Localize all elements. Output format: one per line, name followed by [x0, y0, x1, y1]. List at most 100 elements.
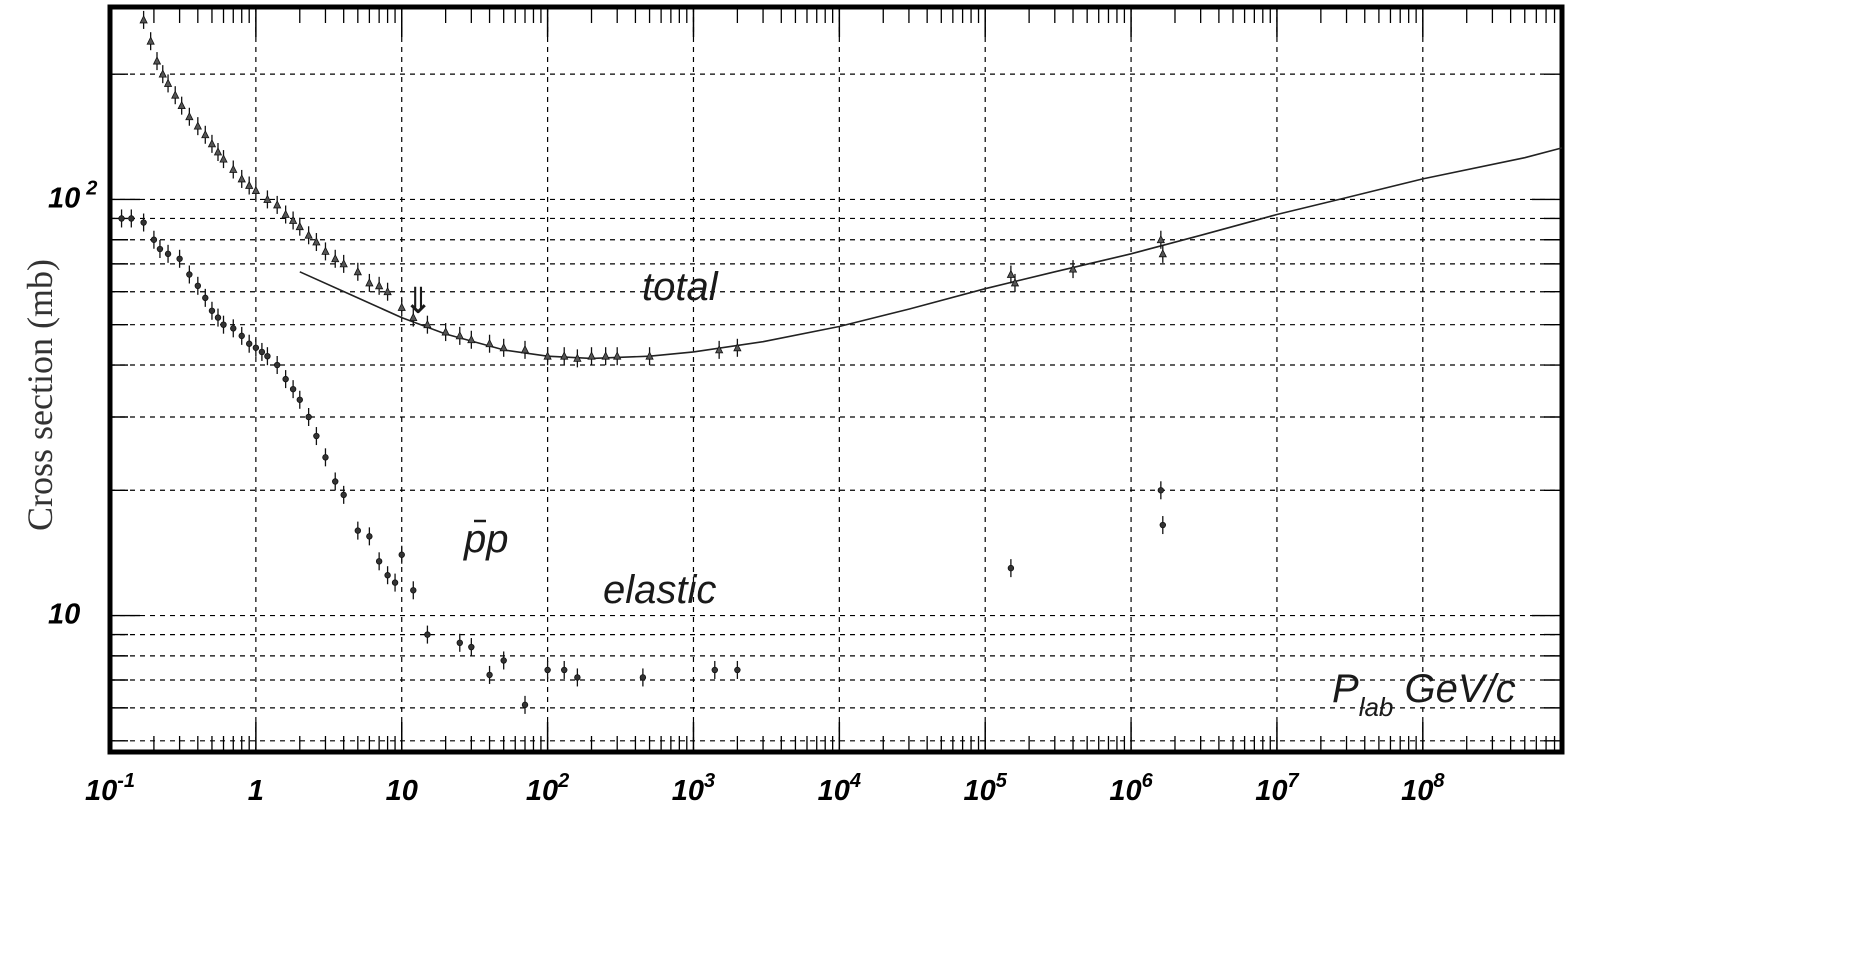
total-point: [587, 351, 596, 360]
total-point: [304, 230, 313, 239]
total-point: [312, 237, 321, 246]
x-tick-base: 10: [526, 775, 558, 807]
elastic-point: [574, 674, 581, 681]
x-tick-base: 10: [1109, 775, 1141, 807]
elastic-point: [289, 385, 297, 393]
x-tick-base: 10: [386, 775, 418, 807]
total-point: [733, 342, 742, 352]
total-point: [485, 338, 494, 348]
elastic-point: [322, 454, 329, 461]
grid-lines: [109, 7, 1562, 752]
total-point: [601, 351, 610, 360]
elastic-point: [486, 671, 493, 679]
elastic-point: [194, 282, 202, 290]
total-point: [520, 344, 530, 354]
elastic-point: [1007, 564, 1015, 572]
total-point: [1156, 234, 1165, 244]
y-tick-exponent: 2: [85, 177, 97, 199]
total-point: [543, 351, 552, 360]
elastic-point: [140, 219, 147, 226]
elastic-point: [164, 250, 172, 258]
total-point: [229, 164, 238, 173]
total-point: [207, 138, 217, 148]
total-point: [201, 129, 210, 139]
total-point: [185, 111, 194, 121]
total-point: [560, 351, 569, 360]
annotation-total: total: [642, 265, 719, 309]
elastic-point: [208, 307, 216, 314]
x-tick-base: 10: [818, 775, 850, 807]
x-tick-label: 1: [248, 775, 264, 807]
total-point: [467, 334, 476, 344]
total-point: [273, 200, 282, 209]
x-tick-exponent: 3: [704, 770, 715, 792]
x-tick-label: 104: [818, 770, 861, 807]
x-tick-base: 10: [1401, 775, 1433, 807]
total-point: [213, 147, 223, 156]
x-tick-base: 10: [964, 775, 996, 807]
elastic-point: [410, 587, 417, 594]
total-point: [288, 215, 298, 224]
y-tick-label: 10 2: [48, 177, 97, 214]
x-tick-exponent: -1: [117, 770, 135, 792]
total-point: [193, 121, 202, 130]
total-point: [251, 185, 261, 195]
total-point: [177, 100, 186, 110]
total-point: [331, 253, 340, 263]
elastic-point: [202, 294, 209, 302]
x-tick-label: 10-1: [85, 770, 135, 807]
x-unit-subscript: lab: [1359, 692, 1394, 722]
annotation-elastic: elastic: [603, 568, 716, 612]
x-tick-label: 102: [526, 770, 569, 807]
total-point: [499, 342, 508, 352]
x-tick-exponent: 4: [849, 770, 861, 792]
x-tick-base: 1: [248, 775, 264, 807]
y-axis-label: Cross section (mb): [20, 259, 60, 531]
elastic-point: [468, 643, 475, 651]
elastic-point: [282, 375, 289, 383]
elastic-point: [384, 572, 391, 579]
x-tick-base: 10: [672, 775, 704, 807]
elastic-point: [1157, 487, 1165, 494]
elastic-point: [156, 245, 164, 253]
elastic-point: [238, 332, 245, 340]
elastic-point: [711, 666, 718, 674]
fit-curve: [299, 147, 1563, 360]
total-point: [219, 154, 228, 163]
x-tick-label: 105: [964, 770, 1008, 807]
total-point: [353, 266, 362, 276]
elastic-point: [296, 396, 303, 403]
total-point: [152, 56, 162, 65]
elastic-point: [375, 558, 383, 565]
elastic-point: [424, 631, 431, 638]
total-point: [158, 69, 167, 78]
total-point: [245, 180, 254, 189]
axis-ticks: [109, 7, 1563, 752]
elastic-point: [264, 352, 271, 360]
total-point: [645, 351, 654, 360]
x-tick-exponent: 2: [557, 770, 569, 792]
x-tick-exponent: 7: [1288, 770, 1300, 792]
elastic-point: [391, 579, 399, 586]
elastic-point: [544, 666, 551, 674]
elastic-point: [561, 666, 568, 674]
total-point: [321, 246, 330, 255]
total-point: [1006, 269, 1016, 278]
total-point: [163, 78, 173, 87]
x-tick-exponent: 5: [996, 770, 1008, 792]
y-tick-base: 10: [48, 182, 80, 214]
total-point: [383, 286, 392, 296]
elastic-point: [230, 325, 237, 332]
total-point: [139, 15, 148, 24]
elastic-point: [150, 236, 158, 243]
elastic-point: [456, 639, 463, 647]
elastic-point: [305, 413, 312, 421]
elastic-point: [128, 215, 135, 222]
total-point: [263, 194, 272, 203]
total-point: [1068, 264, 1078, 273]
total-point: [237, 174, 246, 183]
elastic-point: [366, 533, 373, 540]
x-axis-unit-label: Plab GeV/c: [1332, 667, 1516, 722]
y-tick-label: 10: [48, 599, 80, 631]
